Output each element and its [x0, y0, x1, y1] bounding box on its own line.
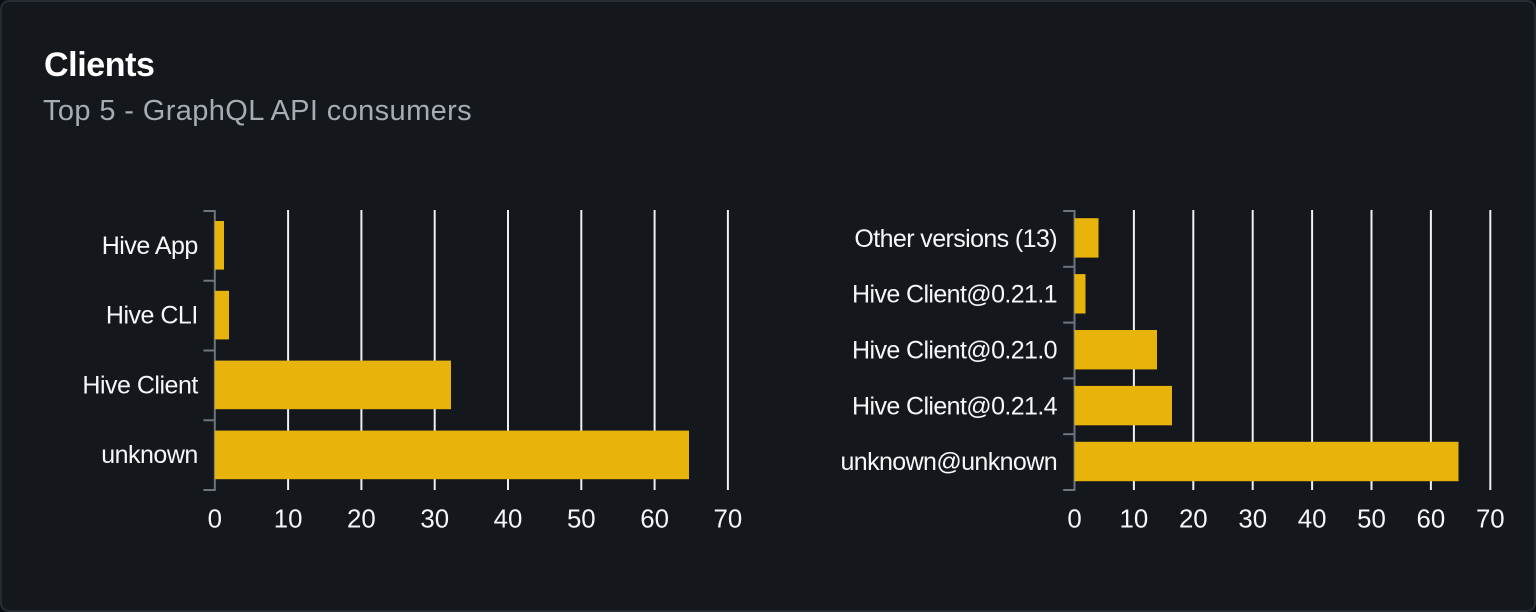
svg-text:40: 40	[1298, 506, 1327, 534]
svg-text:Hive Client@0.21.0: Hive Client@0.21.0	[852, 337, 1057, 365]
svg-text:Hive CLI: Hive CLI	[106, 302, 198, 330]
svg-text:20: 20	[1179, 506, 1208, 534]
svg-text:20: 20	[347, 506, 376, 534]
svg-text:40: 40	[494, 506, 523, 534]
svg-text:Hive Client: Hive Client	[82, 371, 198, 399]
svg-text:30: 30	[1238, 506, 1267, 534]
svg-text:Hive App: Hive App	[102, 232, 198, 260]
svg-text:60: 60	[1417, 506, 1446, 534]
svg-text:Other versions (13): Other versions (13)	[854, 225, 1057, 253]
svg-text:30: 30	[420, 506, 449, 534]
svg-text:Hive Client@0.21.4: Hive Client@0.21.4	[852, 392, 1058, 420]
svg-text:10: 10	[1120, 506, 1149, 534]
svg-text:70: 70	[1476, 506, 1505, 534]
svg-text:0: 0	[208, 506, 222, 534]
svg-text:70: 70	[714, 506, 743, 534]
svg-text:50: 50	[1357, 506, 1386, 534]
svg-text:Hive Client@0.21.1: Hive Client@0.21.1	[852, 281, 1057, 309]
svg-text:0: 0	[1067, 506, 1081, 534]
svg-text:10: 10	[274, 506, 303, 534]
svg-text:50: 50	[567, 506, 596, 534]
svg-text:unknown: unknown	[101, 441, 198, 469]
svg-text:60: 60	[640, 506, 669, 534]
svg-text:unknown@unknown: unknown@unknown	[840, 448, 1057, 476]
